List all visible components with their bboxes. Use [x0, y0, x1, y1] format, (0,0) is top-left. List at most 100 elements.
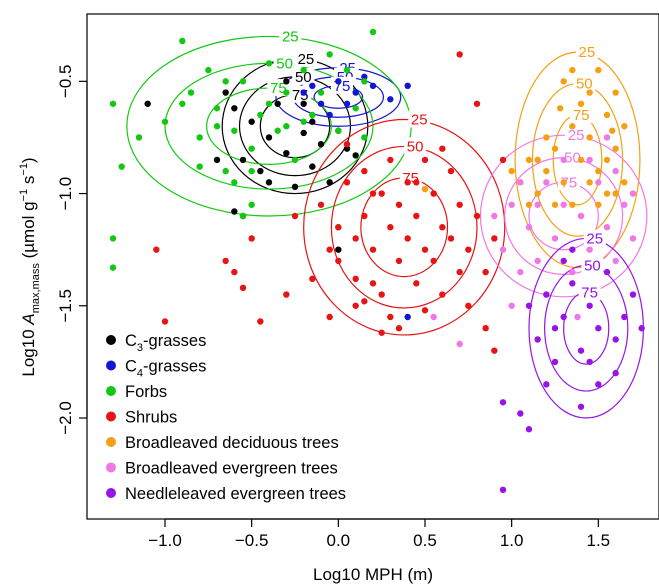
data-point	[213, 123, 221, 130]
data-point	[586, 179, 593, 186]
data-point	[395, 201, 403, 208]
data-point	[560, 257, 567, 265]
data-point	[265, 179, 273, 186]
data-point	[499, 156, 507, 164]
data-point	[109, 235, 117, 242]
data-point	[525, 201, 533, 208]
legend: C3-grasses C4-grasses Forbs Shrubs Broadleav…	[106, 332, 346, 503]
data-point	[413, 179, 420, 186]
data-point	[439, 224, 446, 231]
data-point	[456, 268, 463, 276]
legend-label: Needleleaved evergreen trees	[125, 485, 346, 503]
data-point	[335, 78, 342, 85]
contour-label: 25	[282, 28, 299, 45]
contour-label: 50	[276, 55, 293, 72]
data-point	[387, 96, 394, 103]
data-point	[257, 111, 264, 119]
contour-label: 50	[584, 257, 601, 274]
data-point	[309, 111, 316, 119]
data-point	[300, 118, 307, 125]
contour-label-bg	[404, 137, 427, 155]
data-point	[586, 246, 593, 253]
data-point	[326, 179, 333, 186]
data-point	[586, 134, 593, 141]
data-point	[603, 156, 611, 164]
data-point	[525, 156, 533, 164]
data-point	[413, 212, 420, 220]
data-point	[335, 127, 342, 134]
data-point	[335, 224, 342, 231]
data-point	[551, 235, 559, 242]
data-point	[309, 82, 316, 90]
data-point	[231, 268, 238, 276]
data-point	[109, 264, 117, 271]
data-point	[499, 399, 507, 406]
legend-label: Shrubs	[125, 409, 177, 427]
contour-label-bg	[273, 54, 296, 72]
contour-label-bg	[279, 27, 302, 45]
contour-label-bg	[289, 85, 312, 103]
data-point	[612, 89, 619, 96]
data-point	[577, 212, 585, 220]
data-point	[456, 201, 463, 208]
data-point	[586, 89, 593, 96]
contour-label: 25	[298, 51, 315, 68]
data-point	[387, 313, 394, 321]
data-point	[543, 291, 550, 298]
data-point	[413, 280, 420, 287]
data-point	[491, 235, 498, 242]
data-point	[603, 268, 611, 276]
x-tick-label: 1.5	[587, 531, 611, 550]
data-point	[508, 302, 515, 309]
data-point	[309, 163, 316, 170]
data-point	[283, 89, 290, 96]
data-point	[421, 307, 429, 314]
data-point	[560, 78, 567, 85]
data-point	[231, 179, 238, 186]
data-point	[603, 134, 611, 141]
data-point	[300, 129, 307, 137]
data-point	[629, 235, 637, 242]
data-point	[577, 156, 585, 164]
contour-label: 75	[561, 174, 578, 191]
contour-label: 25	[579, 44, 596, 61]
data-point	[621, 201, 628, 208]
data-point	[482, 325, 489, 332]
legend-label: C4-grasses	[125, 358, 206, 380]
data-point	[491, 347, 498, 354]
data-point	[586, 156, 593, 164]
data-point	[213, 105, 221, 112]
data-point	[274, 100, 281, 107]
legend-marker	[106, 488, 116, 498]
legend-marker	[106, 411, 116, 422]
legend-marker	[106, 360, 116, 371]
data-point	[179, 37, 186, 45]
data-point	[326, 51, 333, 58]
data-point	[352, 275, 359, 283]
data-point	[473, 212, 481, 220]
data-point	[491, 212, 498, 220]
data-point	[179, 100, 186, 107]
data-point	[248, 235, 255, 242]
data-point	[395, 257, 403, 265]
data-point	[551, 201, 559, 208]
data-point	[456, 340, 463, 348]
contour-line	[479, 134, 648, 298]
data-point	[248, 201, 255, 208]
data-point	[629, 291, 637, 298]
data-point	[352, 105, 359, 112]
y-tick-label: −1.5	[56, 289, 75, 323]
data-point	[609, 127, 616, 134]
data-point	[369, 190, 377, 197]
y-axis: −0.5 −1.0 −1.5 −2.0	[56, 65, 88, 435]
data-point	[317, 201, 325, 208]
contour-label-bg	[565, 126, 588, 144]
data-point	[430, 257, 437, 265]
contour-label-bg	[583, 229, 606, 247]
data-point	[534, 257, 541, 265]
data-point	[239, 78, 247, 85]
contour-label-bg	[581, 256, 604, 274]
data-point	[508, 167, 515, 175]
data-point	[283, 78, 290, 85]
